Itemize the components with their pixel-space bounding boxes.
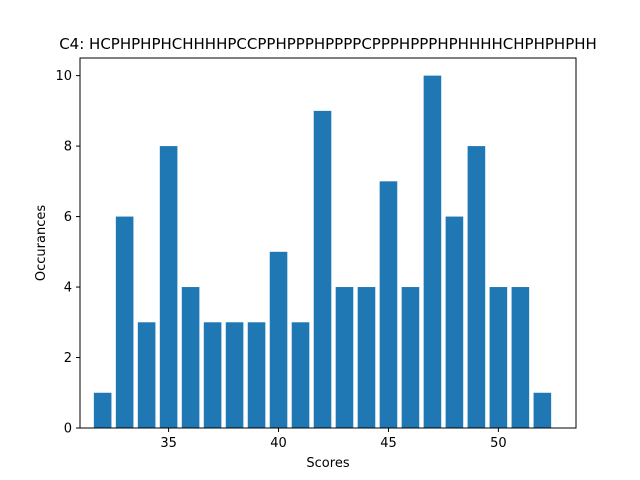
bar-52 xyxy=(533,392,552,428)
plot-frame xyxy=(79,57,577,429)
x-tick-label-45: 45 xyxy=(380,436,397,451)
y-tick-label-0: 0 xyxy=(64,422,72,437)
x-tick-label-40: 40 xyxy=(270,436,287,451)
bar-36 xyxy=(181,287,200,428)
bar-39 xyxy=(247,322,266,428)
x-axis-ticks: 35 40 45 50 xyxy=(160,428,507,451)
bar-43 xyxy=(335,287,354,428)
y-tick-label-10: 10 xyxy=(55,69,72,84)
bar-32 xyxy=(93,392,112,428)
bar-44 xyxy=(357,287,376,428)
bar-37 xyxy=(203,322,222,428)
bar-38 xyxy=(225,322,244,428)
bar-42 xyxy=(313,110,332,428)
y-tick-label-2: 2 xyxy=(64,351,72,366)
bar-47 xyxy=(423,75,442,428)
bars-group xyxy=(93,75,552,428)
y-tick-label-6: 6 xyxy=(64,210,72,225)
x-tick-label-35: 35 xyxy=(160,436,177,451)
bar-50 xyxy=(489,287,508,428)
bar-34 xyxy=(137,322,156,428)
x-axis-label: Scores xyxy=(306,456,349,471)
y-axis-label: Occurances xyxy=(34,205,49,281)
bar-48 xyxy=(445,216,464,428)
bar-49 xyxy=(467,146,486,428)
bar-45 xyxy=(379,181,398,428)
bar-40 xyxy=(269,251,288,428)
x-tick-label-50: 50 xyxy=(490,436,507,451)
bar-41 xyxy=(291,322,310,428)
y-axis-ticks: 0 2 4 6 8 10 xyxy=(55,69,80,437)
bar-35 xyxy=(159,146,178,428)
y-tick-label-8: 8 xyxy=(64,140,72,155)
chart-title: C4: HCPHPHPHCHHHHPCCPPHPPPHPPPPCPPPHPPPH… xyxy=(59,35,597,53)
bar-51 xyxy=(511,287,530,428)
bar-33 xyxy=(115,216,134,428)
y-tick-label-4: 4 xyxy=(64,281,72,296)
bar-46 xyxy=(401,287,420,428)
